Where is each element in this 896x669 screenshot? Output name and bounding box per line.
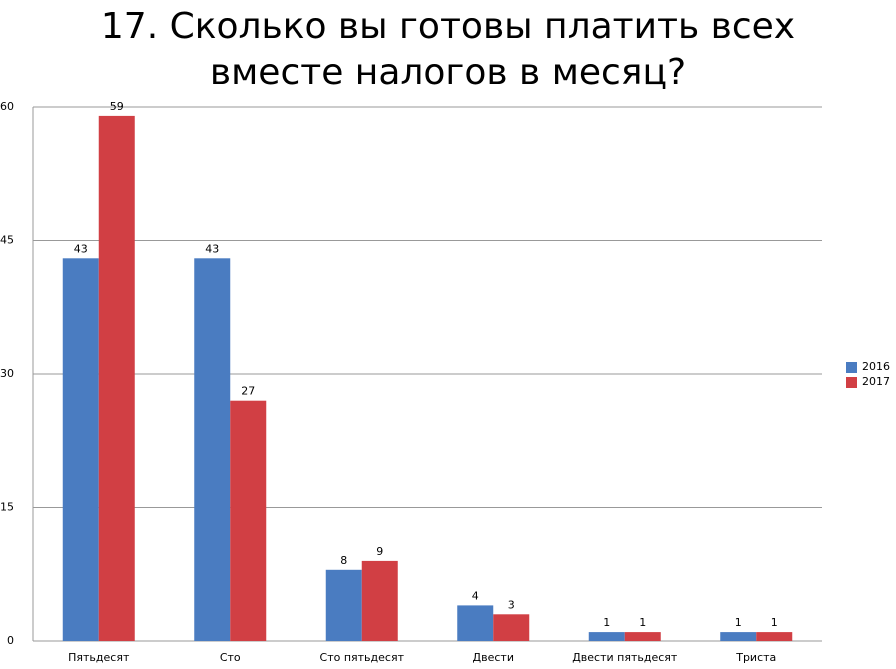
- x-tick-label: Сто: [220, 651, 241, 664]
- x-tick-label: Двести пятьдесят: [572, 651, 678, 664]
- chart-title: 17. Сколько вы готовы платить всех вмест…: [100, 6, 796, 93]
- legend-swatch: [846, 362, 857, 373]
- bar: [325, 569, 362, 641]
- value-label: 43: [205, 242, 219, 255]
- value-label: 8: [340, 554, 347, 567]
- bar: [720, 632, 757, 641]
- value-label: 4: [472, 589, 479, 602]
- value-label: 1: [771, 616, 778, 629]
- bar: [230, 400, 267, 641]
- bar: [493, 614, 530, 641]
- legend-label: 2016: [862, 360, 890, 373]
- y-tick-label: 15: [0, 501, 14, 514]
- y-tick-label: 60: [0, 100, 14, 113]
- bar: [624, 632, 661, 641]
- legend-label: 2017: [862, 375, 890, 388]
- bar: [457, 605, 494, 641]
- value-label: 27: [241, 385, 255, 398]
- bar: [756, 632, 793, 641]
- bar: [194, 258, 231, 641]
- bar: [588, 632, 625, 641]
- value-label: 1: [735, 616, 742, 629]
- value-label: 3: [508, 598, 515, 611]
- value-label: 59: [110, 100, 124, 113]
- value-label: 9: [376, 545, 383, 558]
- x-tick-label: Сто пятьдесят: [320, 651, 405, 664]
- y-tick-label: 0: [7, 634, 14, 647]
- bar: [62, 258, 99, 641]
- bar: [361, 560, 398, 641]
- bar: [98, 115, 135, 641]
- x-tick-label: Пятьдесят: [68, 651, 130, 664]
- y-tick-label: 45: [0, 234, 14, 247]
- y-tick-label: 30: [0, 367, 14, 380]
- x-tick-label: Триста: [735, 651, 776, 664]
- value-label: 1: [639, 616, 646, 629]
- value-label: 1: [603, 616, 610, 629]
- x-tick-label: Двести: [473, 651, 514, 664]
- legend-swatch: [846, 377, 857, 388]
- value-label: 43: [74, 242, 88, 255]
